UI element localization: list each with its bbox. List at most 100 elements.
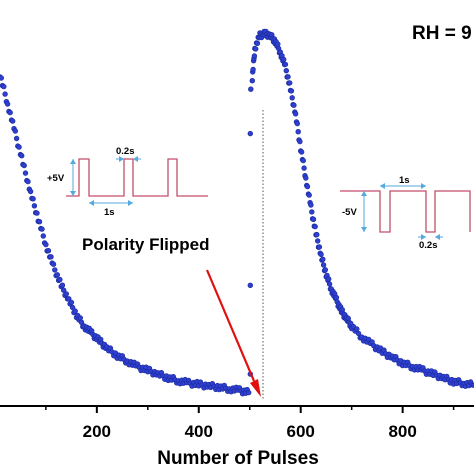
positive-pulse-inset: +5V 0.2s 1s: [47, 146, 208, 218]
data-point: [282, 61, 289, 68]
data-point: [312, 223, 318, 230]
data-point: [19, 153, 25, 159]
data-point: [294, 120, 300, 127]
data-point: [297, 138, 303, 145]
data-point: [72, 308, 78, 314]
x-tick-label: 600: [287, 422, 315, 441]
data-point: [77, 315, 84, 321]
data-point: [13, 135, 20, 142]
data-point: [43, 241, 49, 248]
rh-label: RH = 9: [412, 23, 472, 44]
negative-amplitude-label: -5V: [342, 207, 357, 218]
data-point: [69, 304, 76, 311]
data-point: [289, 95, 295, 101]
data-point: [303, 175, 309, 181]
data-point: [316, 244, 323, 250]
data-point: [326, 276, 332, 282]
data-point: [308, 202, 314, 208]
data-point: [254, 40, 261, 46]
data-point: [40, 233, 46, 239]
data-point: [306, 192, 312, 198]
data-point: [333, 294, 340, 301]
data-point: [298, 149, 305, 155]
data-point: [59, 282, 66, 288]
scatter-points: [0, 28, 474, 397]
data-point: [52, 267, 58, 273]
data-point: [247, 282, 254, 288]
negative-period-label: 1s: [399, 175, 410, 186]
data-point: [300, 157, 306, 164]
data-point: [275, 41, 281, 47]
data-point: [9, 118, 16, 124]
data-point: [25, 178, 31, 185]
data-point: [63, 291, 70, 297]
x-ticks: 200 400 600 800: [45, 406, 455, 441]
data-point: [253, 46, 259, 52]
data-point: [36, 219, 43, 225]
positive-amplitude-label: +5V: [47, 173, 65, 184]
data-point: [283, 67, 289, 74]
data-point: [57, 276, 63, 283]
data-point: [54, 272, 60, 278]
data-point: [291, 102, 297, 108]
data-point: [16, 144, 22, 150]
data-point: [60, 287, 67, 293]
data-point: [68, 299, 75, 306]
data-point: [246, 389, 252, 396]
data-point: [50, 261, 57, 267]
positive-width-label: 0.2s: [116, 146, 135, 157]
data-point: [285, 74, 291, 80]
data-point: [354, 326, 360, 332]
data-point: [22, 170, 29, 176]
data-point: [66, 296, 72, 302]
data-point: [48, 254, 54, 260]
positive-period-label: 1s: [104, 207, 115, 218]
data-point: [314, 231, 320, 238]
negative-pulse-inset: -5V 1s 0.2s: [340, 175, 471, 251]
data-point: [249, 77, 256, 84]
data-point: [12, 128, 18, 134]
data-point: [320, 256, 326, 262]
data-point: [301, 165, 307, 171]
data-point: [318, 251, 324, 258]
positive-pulse-trace: [66, 158, 208, 197]
data-point: [0, 75, 4, 81]
x-tick-label: 200: [83, 422, 111, 441]
data-point: [34, 210, 40, 216]
data-point: [322, 267, 328, 273]
data-point: [288, 88, 295, 94]
data-point: [471, 382, 474, 388]
data-point: [315, 238, 321, 244]
x-tick-label: 400: [185, 422, 213, 441]
data-point: [310, 216, 317, 223]
polarity-flipped-label: Polarity Flipped: [82, 235, 210, 254]
data-point: [309, 209, 315, 215]
data-point: [7, 109, 13, 116]
data-point: [287, 80, 293, 86]
data-point: [281, 56, 287, 63]
data-point: [248, 86, 254, 92]
data-point: [45, 248, 52, 254]
data-point: [31, 203, 38, 209]
x-axis-title: Number of Pulses: [157, 448, 319, 469]
data-point: [27, 188, 34, 195]
data-point: [292, 111, 299, 117]
x-tick-label: 800: [388, 422, 416, 441]
data-point: [2, 91, 8, 97]
data-point: [295, 129, 301, 135]
data-point: [30, 196, 36, 202]
data-point: [39, 226, 45, 232]
data-point: [326, 281, 333, 287]
data-point: [1, 83, 7, 90]
data-point: [304, 183, 311, 190]
polarity-arrow: [205, 269, 261, 397]
negative-pulse-trace: [340, 190, 471, 233]
data-point: [4, 101, 11, 107]
data-point: [251, 53, 258, 59]
data-point: [21, 162, 27, 169]
negative-width-label: 0.2s: [419, 240, 438, 251]
data-point: [320, 262, 327, 268]
data-point: [247, 130, 254, 137]
data-point: [250, 66, 256, 73]
